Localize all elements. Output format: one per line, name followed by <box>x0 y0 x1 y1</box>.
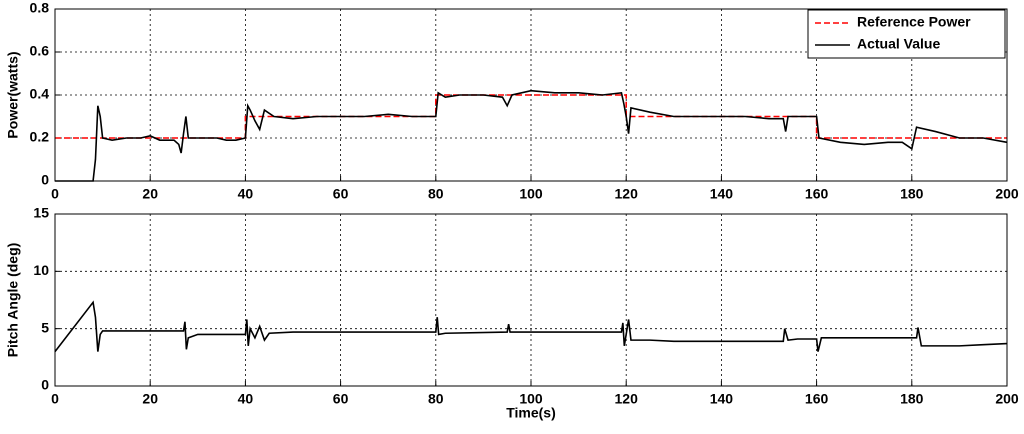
axes-box <box>54 8 1008 182</box>
x-tick-label: 40 <box>238 391 254 407</box>
x-tick-label: 180 <box>900 391 924 407</box>
y-tick-label: 0 <box>41 172 49 188</box>
x-tick-label: 100 <box>519 391 543 407</box>
x-tick-label: 80 <box>428 186 444 202</box>
x-tick-label: 160 <box>805 186 829 202</box>
data-line <box>54 300 1008 353</box>
x-tick-label: 20 <box>142 391 158 407</box>
y-tick-label: 10 <box>33 262 49 278</box>
x-tick-label: 40 <box>238 186 254 202</box>
x-tick-label: 60 <box>333 186 349 202</box>
y-tick-label: 0.2 <box>30 129 50 145</box>
legend-label: Reference Power <box>857 14 971 30</box>
data-line <box>55 89 1008 182</box>
x-tick-label: 0 <box>51 391 59 407</box>
x-tick-label: 200 <box>995 391 1019 407</box>
x-axis-label: Time(s) <box>506 405 556 421</box>
x-tick-label: 120 <box>615 186 639 202</box>
y-axis-label: Power(watts) <box>5 51 21 138</box>
y-tick-label: 0 <box>41 377 49 393</box>
y-tick-label: 5 <box>41 319 49 335</box>
legend-label: Actual Value <box>857 36 940 52</box>
x-tick-label: 160 <box>805 391 829 407</box>
x-tick-label: 140 <box>710 186 734 202</box>
x-tick-label: 200 <box>995 186 1019 202</box>
y-tick-label: 0.6 <box>30 43 50 59</box>
x-tick-label: 140 <box>710 391 734 407</box>
x-tick-label: 180 <box>900 186 924 202</box>
legend <box>807 9 1006 59</box>
y-tick-label: 0.8 <box>30 0 50 16</box>
x-tick-label: 100 <box>519 186 543 202</box>
y-tick-label: 15 <box>33 205 49 221</box>
y-tick-label: 0.4 <box>30 86 50 102</box>
x-tick-label: 120 <box>615 391 639 407</box>
y-axis-label: Pitch Angle (deg) <box>5 243 21 358</box>
x-tick-label: 80 <box>428 391 444 407</box>
x-tick-label: 20 <box>142 186 158 202</box>
x-tick-label: 60 <box>333 391 349 407</box>
axes-box <box>54 213 1008 387</box>
x-tick-label: 0 <box>51 186 59 202</box>
